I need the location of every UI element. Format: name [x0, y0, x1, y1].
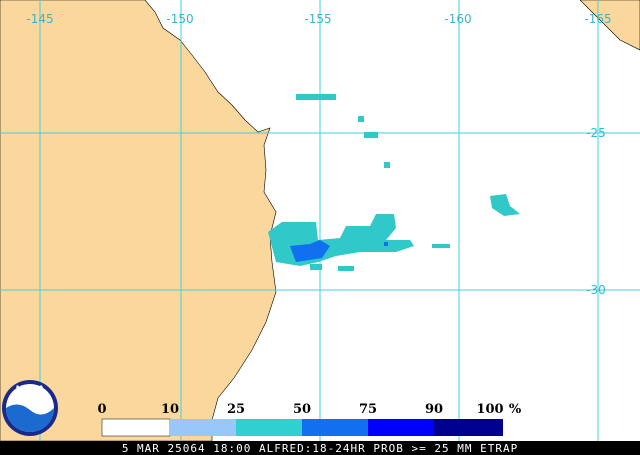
logo-wave: [6, 404, 54, 432]
precip-50: [290, 240, 388, 262]
legend-label: 25: [227, 402, 245, 417]
legend-swatch: [170, 419, 236, 436]
land: [579, 0, 640, 51]
legend-unit: %: [509, 402, 522, 417]
precip-area: [358, 116, 364, 122]
logo: NOAA: [2, 380, 58, 436]
legend-label: 100: [476, 402, 503, 417]
lat-label: -30: [586, 283, 606, 297]
precip-area: [490, 194, 520, 216]
legend-swatch: [368, 419, 434, 436]
precip-area: [384, 162, 390, 168]
lon-label: -155: [304, 12, 331, 26]
precip-area: [384, 242, 388, 246]
legend-swatch: [302, 419, 368, 436]
legend-swatch: [101, 418, 171, 437]
land: [0, 0, 277, 442]
color-legend: 0 10 25 50 75 90 100 %: [97, 402, 522, 437]
precip-area: [364, 132, 378, 138]
logo-text: NOAA: [16, 385, 45, 395]
legend-label: 10: [161, 402, 179, 417]
legend-label: 0: [97, 402, 106, 417]
caption-bar: [0, 441, 640, 455]
lon-label: -145: [26, 12, 53, 26]
lon-label: -150: [166, 12, 193, 26]
precip-area: [338, 266, 354, 271]
legend-label: 75: [359, 402, 377, 417]
precip-area: [432, 244, 450, 248]
legend-label: 50: [293, 402, 311, 417]
lon-label: -165: [584, 12, 611, 26]
precip-area: [290, 240, 330, 262]
lat-label: -25: [586, 126, 606, 140]
caption: 5 MAR 25064 18:00 ALFRED:18-24HR PROB >=…: [122, 442, 518, 455]
grid: [0, 0, 640, 441]
legend-label: 90: [425, 402, 443, 417]
precip-area: [296, 94, 336, 100]
legend-swatch: [434, 419, 503, 436]
legend-swatch: [236, 419, 302, 436]
lon-label: -160: [444, 12, 471, 26]
precip-area: [310, 264, 322, 270]
